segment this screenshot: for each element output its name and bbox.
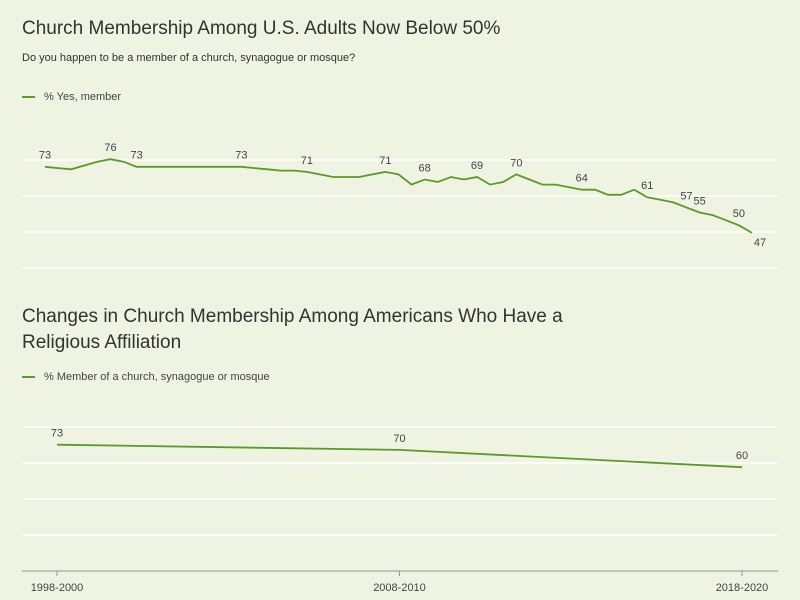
data-label: 55 [694,195,706,207]
data-label: 69 [471,160,483,172]
data-label: 68 [419,162,431,174]
chart-subtitle: Do you happen to be a member of a church… [22,52,356,64]
data-line [56,443,743,469]
data-label: 73 [39,150,51,162]
data-label: 71 [379,155,391,167]
data-label: 73 [51,428,63,440]
x-tick-label: 2018-2020 [716,582,769,594]
data-label: 50 [733,208,745,220]
x-tick-label: 1998-2000 [31,582,84,594]
data-label: 61 [641,180,653,192]
data-label: 70 [393,433,405,445]
data-label: 76 [104,142,116,154]
data-line [44,158,753,234]
data-label: 71 [301,155,313,167]
chart-title: Church Membership Among U.S. Adults Now … [22,18,501,39]
data-label: 73 [131,150,143,162]
data-label: 60 [736,450,748,462]
data-label: 64 [576,173,588,185]
data-label: 70 [510,157,522,169]
grid [22,159,778,572]
data-label: 73 [235,150,247,162]
legend-label: % Member of a church, synagogue or mosqu… [44,371,270,383]
data-label: 57 [680,190,692,202]
data-label: 47 [754,237,766,249]
legend-label: % Yes, member [44,91,121,103]
x-tick-label: 2008-2010 [373,582,426,594]
chart-title: Changes in Church Membership Among Ameri… [22,306,563,353]
